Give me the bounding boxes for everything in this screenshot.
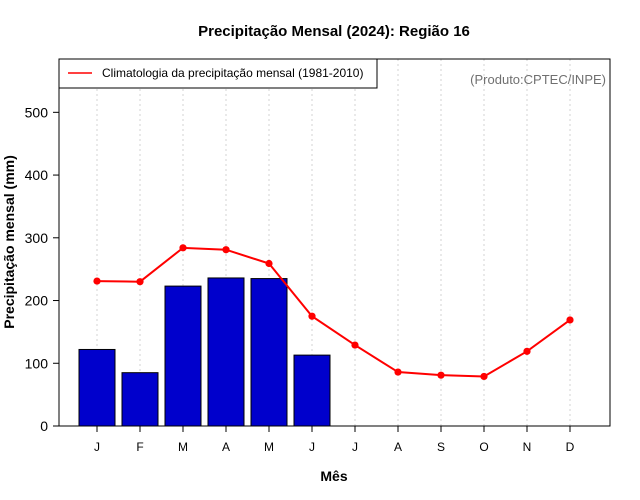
x-tick-label: M — [178, 440, 188, 454]
climatology-point-12 — [566, 316, 574, 324]
climatology-point-11 — [523, 347, 531, 355]
y-tick-label: 400 — [25, 167, 49, 183]
y-axis: 0 100 200 300 400 500 — [25, 104, 59, 434]
x-tick-label: F — [136, 440, 143, 454]
climatology-line — [96, 246, 571, 378]
x-tick-label: J — [309, 440, 315, 454]
x-tick-label: M — [264, 440, 274, 454]
climatology-point-3 — [179, 244, 187, 252]
climatology-point-6 — [308, 312, 316, 320]
x-axis-title: Mês — [320, 468, 347, 484]
y-tick-label: 200 — [25, 293, 49, 309]
x-tick-label: A — [394, 440, 402, 454]
climatology-point-1 — [93, 277, 101, 285]
y-tick-label: 100 — [25, 355, 49, 371]
climatology-point-9 — [437, 371, 445, 379]
climatology-point-8 — [394, 368, 402, 376]
legend: Climatologia da precipitação mensal (198… — [58, 58, 378, 89]
y-tick-label: 500 — [25, 104, 49, 120]
source-credit: (Produto:CPTEC/INPE) — [470, 72, 606, 87]
climatology-point-10 — [480, 372, 488, 381]
x-tick-label: N — [523, 440, 532, 454]
x-tick-label: O — [479, 440, 488, 454]
climatology-point-5 — [265, 259, 273, 268]
y-tick-label: 300 — [25, 230, 49, 246]
bar-6 — [293, 354, 331, 427]
climatology-point-2 — [136, 278, 144, 286]
x-tick-label: J — [94, 440, 100, 454]
climatology-point-4 — [222, 246, 230, 254]
chart-title: Precipitação Mensal (2024): Região 16 — [198, 23, 470, 40]
bar-2 — [121, 372, 159, 427]
bar-3 — [164, 285, 202, 427]
x-tick-label: S — [437, 440, 445, 454]
climatology-series — [93, 244, 574, 381]
legend-label: Climatologia da precipitação mensal (198… — [102, 66, 363, 80]
x-tick-label: J — [352, 440, 358, 454]
y-axis-title: Precipitação mensal (mm) — [1, 155, 17, 329]
climatology-point-7 — [351, 341, 359, 349]
bar-1 — [78, 348, 116, 427]
legend-box — [58, 58, 378, 89]
x-tick-label: D — [566, 440, 575, 454]
x-tick-label: A — [222, 440, 230, 454]
bar-4 — [207, 277, 245, 427]
bar-5 — [250, 278, 288, 427]
y-tick-label: 0 — [40, 418, 48, 434]
bar-series — [78, 277, 331, 427]
